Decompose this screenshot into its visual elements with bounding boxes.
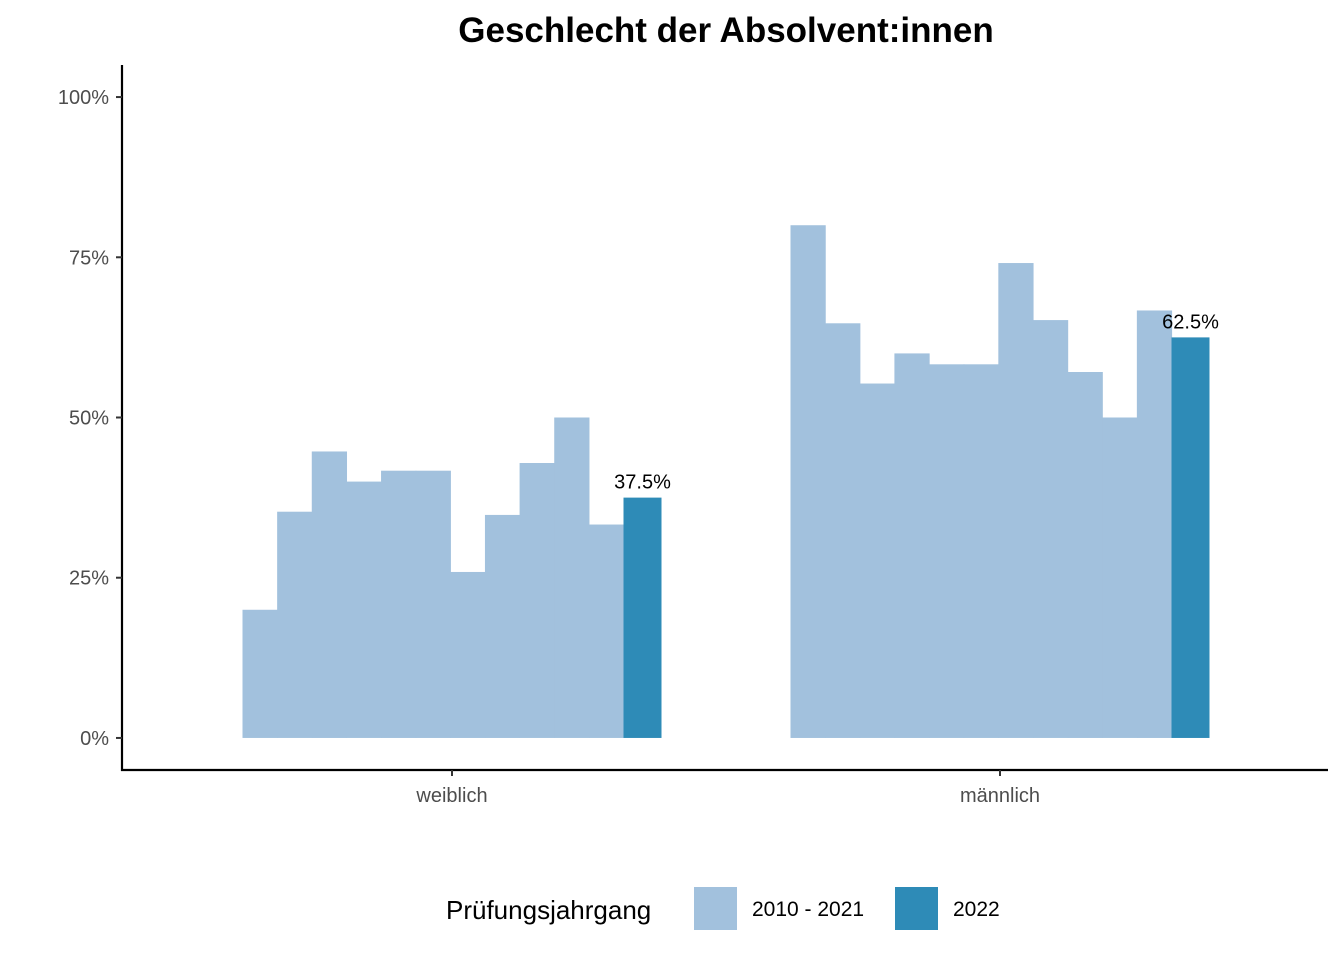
bar-maennlich-historic-8 [1032,320,1069,738]
bar-weiblich-historic-4 [346,481,382,738]
bar-maennlich-historic-5 [929,364,965,738]
bar-weiblich-historic-3 [311,451,348,738]
bar-maennlich-historic-4 [894,353,930,738]
axes-group: 0% 25% 50% 75% 100% weiblich männlich [58,65,1328,807]
bar-weiblich-current [623,497,662,738]
legend-key-2022 [895,887,938,930]
x-tick-label-weiblich: weiblich [415,785,487,807]
data-labels-group: 37.5% 62.5% [614,311,1219,493]
bar-weiblich-historic-7 [450,571,486,738]
bar-weiblich-historic-10 [554,417,590,738]
bar-weiblich-historic-5 [381,470,417,738]
bar-maennlich-historic-7 [998,263,1034,738]
x-tick-label-maennlich: männlich [960,785,1040,807]
legend-key-2010-2021 [694,887,737,930]
y-tick-label: 25% [69,568,109,590]
bar-maennlich-historic-10 [1102,417,1138,738]
y-tick-label: 0% [80,728,109,750]
bar-maennlich-historic-2 [825,323,861,738]
bar-maennlich-current [1171,337,1210,738]
legend-label-2010-2021: 2010 - 2021 [752,898,864,921]
bar-maennlich-historic-9 [1067,372,1103,738]
legend-label-2022: 2022 [953,898,1000,921]
bar-maennlich-historic-11 [1136,310,1173,738]
y-tick-label: 100% [58,87,109,109]
bar-weiblich-historic-9 [519,463,555,738]
bars-group [242,225,1210,738]
bar-weiblich-historic-1 [242,609,278,738]
bar-maennlich-historic-3 [859,383,896,738]
legend-title: Prüfungsjahrgang [446,895,651,925]
chart-title: Geschlecht der Absolvent:innen [458,11,993,50]
bar-weiblich-historic-11 [588,524,625,738]
bar-maennlich-historic-6 [963,364,999,738]
bar-weiblich-historic-2 [277,511,313,738]
bar-weiblich-historic-8 [484,514,521,738]
legend: Prüfungsjahrgang 2010 - 2021 2022 [446,887,1000,930]
data-label-weiblich: 37.5% [614,472,671,494]
data-label-maennlich: 62.5% [1162,311,1219,333]
y-tick-label: 50% [69,408,109,430]
bar-weiblich-historic-6 [415,470,451,738]
y-tick-label: 75% [69,247,109,269]
bar-maennlich-historic-1 [790,225,826,738]
